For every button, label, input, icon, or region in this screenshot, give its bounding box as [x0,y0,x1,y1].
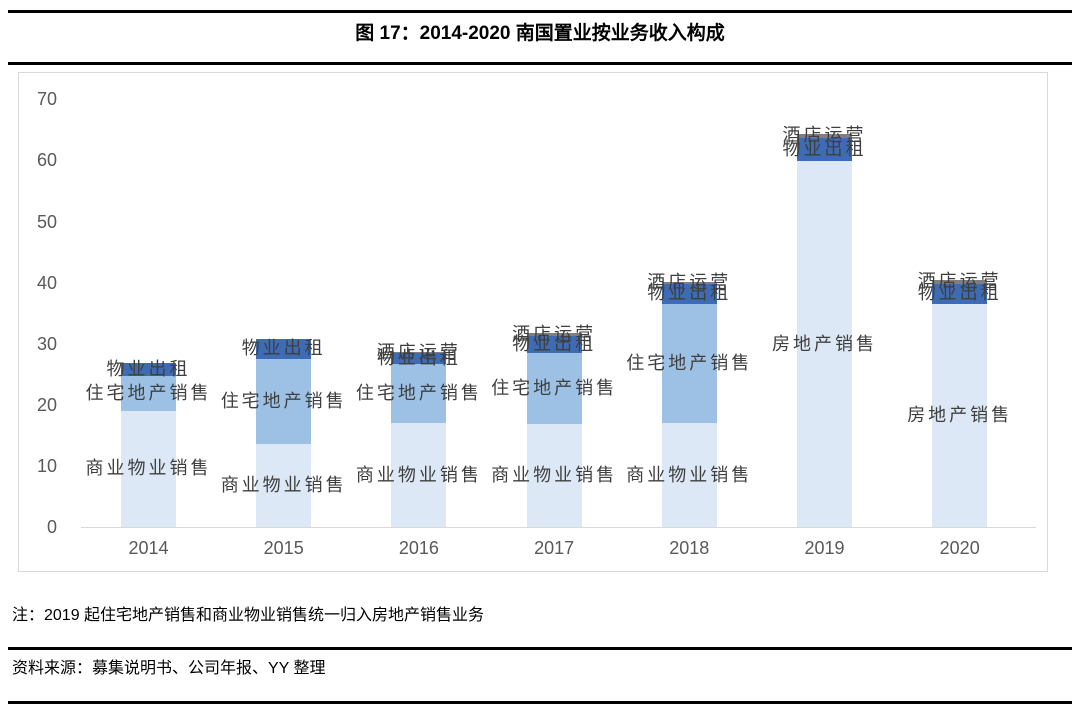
bar-annotation: 物业出租 [241,338,326,358]
bar-annotation: 住宅地产销售 [355,383,482,403]
x-axis-label: 2015 [263,538,304,558]
bar-annotation: 酒店运营 [512,324,597,344]
x-axis-label: 2019 [804,538,845,558]
bar-segment [797,137,852,161]
bar-segment [526,332,582,336]
bar-annotation: 住宅地产销售 [491,378,618,398]
bar-annotation: 商业物业销售 [626,465,753,485]
x-axis-label: 2017 [534,538,575,558]
y-axis-tick-label: 20 [36,394,57,415]
bar-segment [797,161,852,527]
figure-title: 图 17：2014-2020 南国置业按业务收入构成 [355,23,725,44]
bar-segment [932,283,988,304]
bar-annotation: 物业出租 [106,359,191,379]
bar-annotation: 酒店运营 [647,272,732,292]
bar-annotation: 物业出租 [376,348,461,368]
bar-segment [256,358,312,444]
bar-segment [526,423,582,527]
bar-segment [932,303,988,527]
bar-segment [661,281,717,284]
y-axis-tick-label: 60 [36,150,57,171]
y-axis-tick-label: 50 [36,211,57,232]
y-axis-tick-label: 0 [46,517,57,537]
bar-annotation: 商业物业销售 [220,475,347,495]
bar-annotation: 酒店运营 [376,342,461,362]
bar-segment [121,363,176,377]
bar-annotation: 酒店运营 [917,271,1002,291]
bar-annotation: 物业出租 [782,139,867,159]
bar-segment [391,352,447,364]
bar-segment [256,443,312,527]
bar-segment [256,338,312,359]
bar-segment [391,363,447,424]
bar-annotation: 物业出租 [647,283,732,303]
source-divider [8,647,1072,650]
bar-segment [121,410,176,527]
bar-annotation: 住宅地产销售 [85,383,212,403]
bar-annotation: 酒店运营 [782,125,867,145]
bar-annotation: 商业物业销售 [355,465,482,485]
bar-annotation: 物业出租 [512,334,597,354]
bar-segment [391,351,447,353]
bar-segment [661,423,717,527]
top-rule [8,10,1072,13]
bar-segment [526,335,582,353]
x-axis-line [81,527,1036,528]
bar-annotation: 房地产销售 [772,334,877,354]
y-axis-tick-label: 70 [36,89,57,110]
bar-segment [121,376,176,411]
x-axis-label: 2016 [398,538,439,558]
bottom-rule [8,701,1072,704]
chart-frame: 0 10 20 30 40 50 60 70 2014 物业出租 住宅地产销售 商业物业销售 2015 物… [18,72,1048,572]
bar-segment [661,303,717,424]
bar-annotation: 商业物业销售 [85,458,212,478]
bar-annotation: 住宅地产销售 [220,391,347,411]
bar-segment [797,134,852,138]
bar-segment [526,352,582,424]
x-axis-label: 2014 [128,538,169,558]
bar-annotation: 住宅地产销售 [626,353,753,373]
y-axis-tick-label: 40 [36,272,57,293]
bar-annotation: 房地产销售 [907,405,1013,425]
bar-annotation: 物业出租 [917,283,1002,303]
y-axis-tick-label: 30 [36,333,57,354]
bar-segment [391,423,447,527]
bar-annotation: 商业物业销售 [491,465,618,485]
title-rule [8,62,1072,65]
x-axis-label: 2020 [939,538,980,558]
y-axis-tick-label: 10 [36,455,57,476]
bar-segment [661,283,717,304]
bar-segment [932,280,988,284]
note-text: 注：2019 起住宅地产销售和商业物业销售统一归入房地产销售业务 [12,607,485,624]
source-text: 资料来源：募集说明书、公司年报、YY 整理 [12,660,326,677]
x-axis-label: 2018 [669,538,710,558]
